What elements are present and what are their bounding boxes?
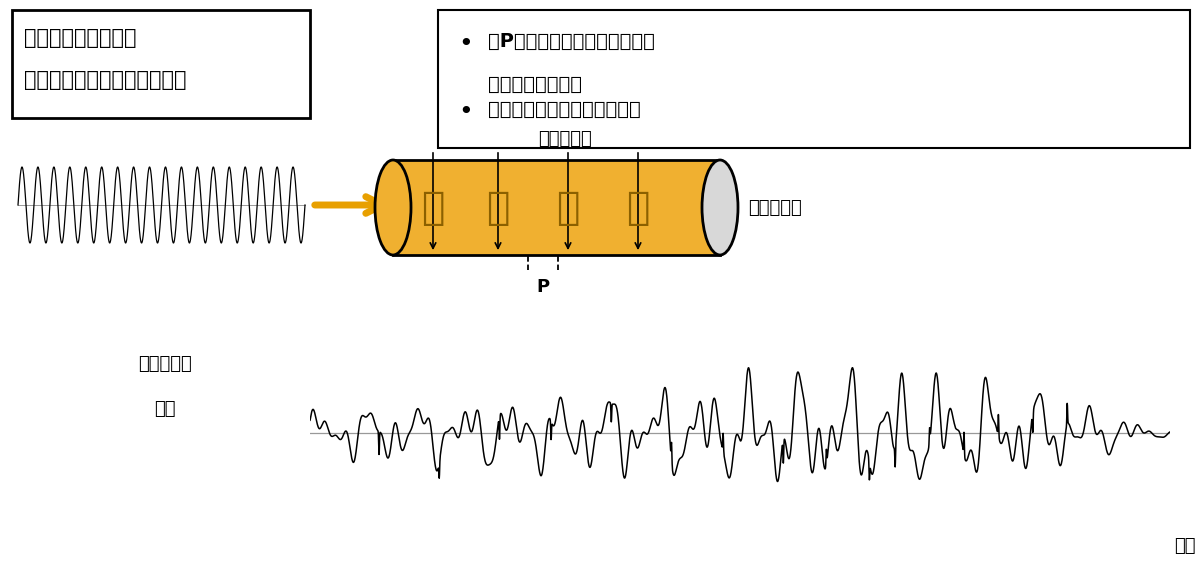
Text: 光ファイバ: 光ファイバ bbox=[748, 199, 802, 216]
Text: ア: ア bbox=[486, 188, 510, 227]
Text: •: • bbox=[458, 100, 473, 124]
Text: 点Pにおける情報を時間軸上で: 点Pにおける情報を時間軸上で bbox=[488, 32, 655, 51]
Text: P: P bbox=[536, 278, 550, 296]
Text: ア: ア bbox=[557, 188, 580, 227]
Text: 従って高速な振動も測定可能: 従って高速な振動も測定可能 bbox=[488, 100, 641, 119]
Bar bbox=[394, 160, 720, 255]
Text: ア: ア bbox=[421, 188, 445, 227]
Text: 時間: 時間 bbox=[1175, 537, 1196, 554]
Ellipse shape bbox=[374, 160, 410, 255]
Text: 連続的に測定可能: 連続的に測定可能 bbox=[488, 75, 582, 94]
Text: 電力: 電力 bbox=[155, 400, 175, 418]
Ellipse shape bbox=[702, 160, 738, 255]
Bar bbox=[438, 10, 1190, 148]
Bar bbox=[12, 10, 310, 118]
Text: ア: ア bbox=[626, 188, 649, 227]
Text: •: • bbox=[458, 32, 473, 56]
Text: 後方散乱光: 後方散乱光 bbox=[138, 355, 192, 373]
Text: 後方散乱光: 後方散乱光 bbox=[538, 130, 592, 148]
Text: 今回提案した技術：: 今回提案した技術： bbox=[24, 28, 137, 48]
Text: 周波数掃引した連続光を入力: 周波数掃引した連続光を入力 bbox=[24, 70, 186, 90]
